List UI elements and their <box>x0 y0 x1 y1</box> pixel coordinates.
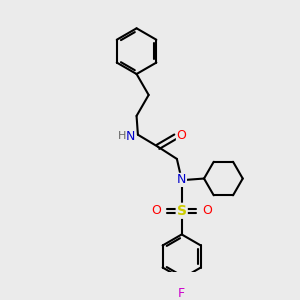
Text: N: N <box>177 173 186 186</box>
Text: O: O <box>202 204 212 217</box>
Text: F: F <box>178 287 185 300</box>
Text: O: O <box>176 129 186 142</box>
Text: O: O <box>152 204 161 217</box>
Text: N: N <box>126 130 135 142</box>
Text: S: S <box>177 204 187 218</box>
Text: H: H <box>118 131 127 141</box>
